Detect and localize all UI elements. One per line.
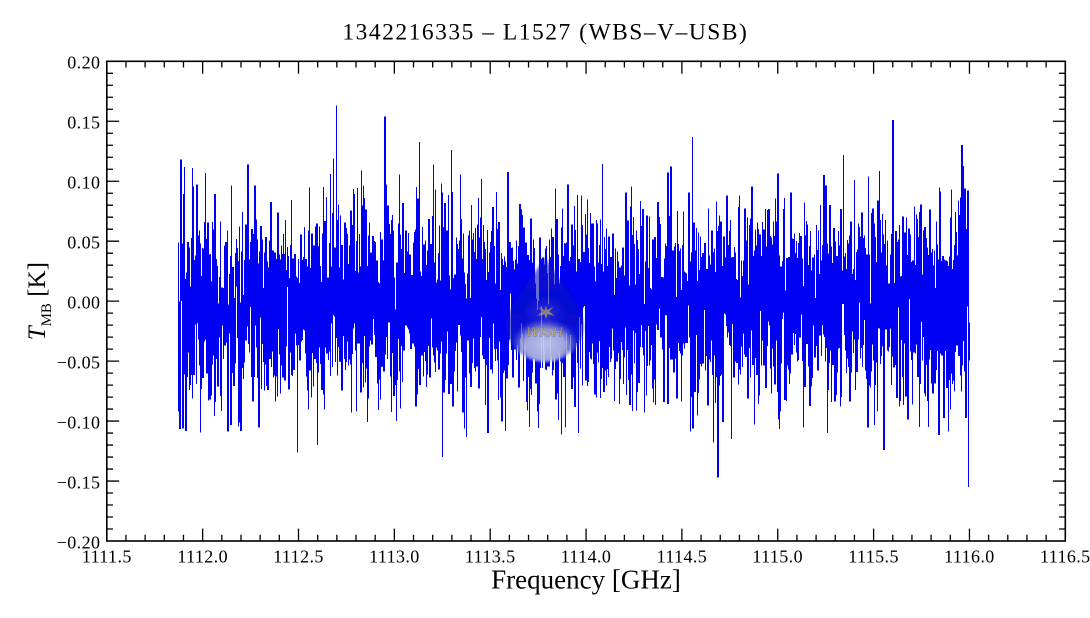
svg-text:1113.5: 1113.5 <box>465 547 516 567</box>
svg-text:Frequency [GHz]: Frequency [GHz] <box>491 565 681 595</box>
svg-text:WISH: WISH <box>526 325 563 340</box>
svg-text:1112.5: 1112.5 <box>273 547 324 567</box>
svg-text:1111.5: 1111.5 <box>82 547 132 567</box>
svg-text:−0.05: −0.05 <box>57 353 101 373</box>
svg-text:1116.0: 1116.0 <box>944 547 995 567</box>
svg-text:1114.5: 1114.5 <box>657 547 708 567</box>
svg-text:−0.20: −0.20 <box>57 532 101 552</box>
svg-text:0.20: 0.20 <box>67 53 100 73</box>
svg-text:1115.5: 1115.5 <box>848 547 899 567</box>
svg-text:1114.0: 1114.0 <box>561 547 612 567</box>
svg-text:0.05: 0.05 <box>67 233 100 253</box>
svg-text:1342216335 – L1527 (WBS–V–USB): 1342216335 – L1527 (WBS–V–USB) <box>342 20 748 46</box>
svg-text:TMB [K]: TMB [K] <box>24 262 55 340</box>
svg-text:0.00: 0.00 <box>67 293 100 313</box>
svg-text:−0.10: −0.10 <box>57 413 101 433</box>
svg-text:1115.0: 1115.0 <box>752 547 803 567</box>
svg-text:0.10: 0.10 <box>67 173 100 193</box>
svg-text:−0.15: −0.15 <box>57 472 101 492</box>
svg-text:1113.0: 1113.0 <box>369 547 420 567</box>
svg-text:1116.5: 1116.5 <box>1040 547 1090 567</box>
svg-text:1112.0: 1112.0 <box>177 547 228 567</box>
svg-text:0.15: 0.15 <box>67 113 100 133</box>
